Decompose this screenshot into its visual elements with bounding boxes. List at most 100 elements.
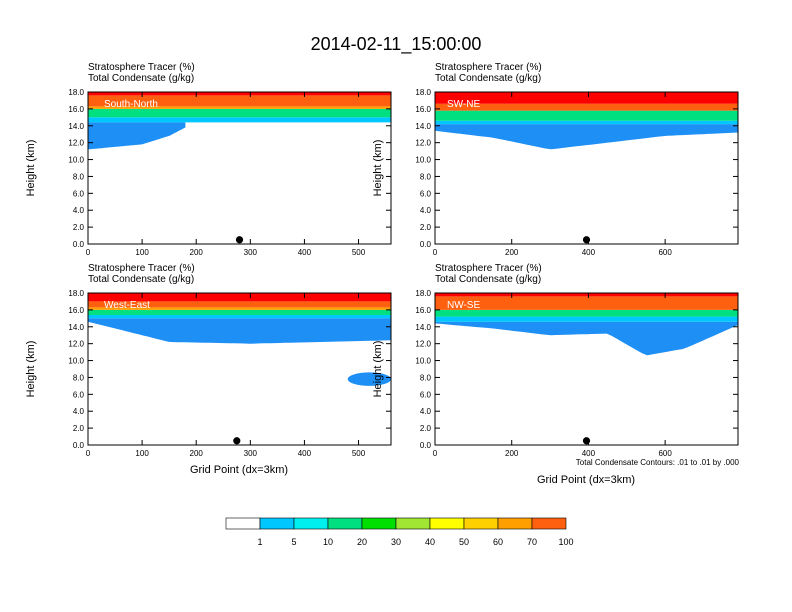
colorbar-label: 10 — [323, 537, 333, 547]
x-tick-label: 200 — [190, 248, 204, 257]
x-tick-label: 400 — [298, 449, 312, 458]
x-tick-label: 100 — [135, 248, 149, 257]
tracer-blob — [347, 372, 391, 386]
panel-title-line-1: Stratosphere Tracer (%) — [435, 62, 542, 73]
location-marker — [582, 437, 591, 445]
x-tick-label: 400 — [582, 248, 596, 257]
contour-note: Total Condensate Contours: .01 to .01 by… — [576, 458, 740, 467]
panel-title-line-1: Stratosphere Tracer (%) — [88, 263, 195, 274]
y-tick-label: 8.0 — [420, 373, 432, 382]
tracer-band-level-1 — [88, 318, 391, 344]
colorbar: 1 5 10 20 30 40 50 60 70 100 — [225, 517, 574, 547]
y-axis-label: Height (km) — [25, 341, 37, 398]
colorbar-swatch — [531, 517, 567, 530]
y-tick-label: 8.0 — [73, 172, 85, 181]
y-tick-label: 14.0 — [68, 122, 84, 131]
y-tick-label: 12.0 — [415, 340, 431, 349]
tracer-band-level-1 — [435, 124, 738, 150]
figure-title: 2014-02-11_15:00:00 — [311, 34, 482, 55]
x-tick-label: 600 — [658, 449, 672, 458]
x-tick-label: 200 — [190, 449, 204, 458]
x-tick-label: 200 — [505, 449, 519, 458]
location-marker — [235, 236, 244, 244]
x-tick-label: 0 — [433, 449, 438, 458]
plot-frame — [434, 292, 739, 446]
panel-title-line-2: Total Condensate (g/kg) — [435, 73, 541, 84]
panel-nw-se: Stratosphere Tracer (%) Total Condensate… — [372, 263, 740, 486]
panel-label: West-East — [104, 300, 150, 311]
y-tick-label: 4.0 — [420, 206, 432, 215]
y-tick-label: 8.0 — [420, 172, 432, 181]
y-tick-label: 8.0 — [73, 373, 85, 382]
y-tick-label: 10.0 — [68, 156, 84, 165]
y-tick-label: 16.0 — [415, 105, 431, 114]
tracer-band-level-11 — [435, 92, 738, 104]
colorbar-swatch — [429, 517, 465, 530]
y-tick-label: 6.0 — [420, 390, 432, 399]
colorbar-label: 50 — [459, 537, 469, 547]
y-axis-label: Height (km) — [25, 140, 37, 197]
x-tick-label: 100 — [135, 449, 149, 458]
panel-title-line-1: Stratosphere Tracer (%) — [88, 62, 195, 73]
panel-label: SW-NE — [447, 99, 480, 110]
colorbar-swatch — [293, 517, 329, 530]
y-tick-label: 4.0 — [420, 407, 432, 416]
panel-label: South-North — [104, 99, 158, 110]
colorbar-label: 20 — [357, 537, 367, 547]
tracer-band-level-4 — [88, 108, 391, 118]
colorbar-swatch — [361, 517, 397, 530]
colorbar-label: 100 — [558, 537, 573, 547]
y-tick-label: 0.0 — [420, 441, 432, 450]
y-tick-label: 10.0 — [415, 357, 431, 366]
x-tick-label: 400 — [582, 449, 596, 458]
colorbar-label: 70 — [527, 537, 537, 547]
y-tick-label: 18.0 — [415, 289, 431, 298]
colorbar-swatch — [463, 517, 499, 530]
colorbar-label: 30 — [391, 537, 401, 547]
y-tick-label: 2.0 — [73, 223, 85, 232]
y-tick-label: 0.0 — [73, 240, 85, 249]
x-axis-label: Grid Point (dx=3km) — [537, 474, 635, 486]
x-tick-label: 200 — [505, 248, 519, 257]
colorbar-swatch — [327, 517, 363, 530]
tracer-band-level-10 — [435, 296, 738, 310]
tracer-band-level-4 — [435, 110, 738, 121]
panel-sw-ne: Stratosphere Tracer (%) Total Condensate… — [372, 62, 739, 257]
panel-title-line-2: Total Condensate (g/kg) — [88, 73, 194, 84]
y-tick-label: 4.0 — [73, 206, 85, 215]
y-tick-label: 18.0 — [68, 289, 84, 298]
plot-area: 0 100 200 300 400 500 0.0 2.0 4.0 6.0 8.0 10.0 12.0 1… — [68, 289, 392, 458]
colorbar-swatch — [497, 517, 533, 530]
tracer-band-level-2 — [435, 120, 738, 125]
y-tick-label: 12.0 — [415, 139, 431, 148]
y-tick-label: 2.0 — [420, 223, 432, 232]
y-tick-label: 14.0 — [68, 323, 84, 332]
y-tick-label: 18.0 — [415, 88, 431, 97]
panel-title-line-2: Total Condensate (g/kg) — [88, 274, 194, 285]
colorbar-label: 60 — [493, 537, 503, 547]
y-tick-label: 14.0 — [415, 122, 431, 131]
location-marker — [582, 236, 591, 244]
y-tick-label: 2.0 — [73, 424, 85, 433]
x-tick-label: 0 — [86, 449, 91, 458]
colorbar-label: 40 — [425, 537, 435, 547]
plot-area: 0 200 400 600 0.0 2.0 4.0 6.0 8.0 10.0 12.0 14.0 16.… — [415, 88, 739, 257]
y-tick-label: 2.0 — [420, 424, 432, 433]
x-tick-label: 500 — [352, 449, 366, 458]
y-tick-label: 0.0 — [420, 240, 432, 249]
y-tick-label: 6.0 — [73, 390, 85, 399]
y-tick-label: 6.0 — [420, 189, 432, 198]
panel-south-north: Stratosphere Tracer (%) Total Condensate… — [25, 62, 392, 257]
plot-frame — [434, 91, 739, 245]
tracer-band-level-4 — [88, 309, 391, 315]
y-tick-label: 12.0 — [68, 340, 84, 349]
tracer-band-level-11 — [435, 293, 738, 297]
y-tick-label: 16.0 — [68, 105, 84, 114]
x-tick-label: 400 — [298, 248, 312, 257]
y-tick-label: 12.0 — [68, 139, 84, 148]
colorbar-swatch — [395, 517, 431, 530]
panel-west-east: Stratosphere Tracer (%) Total Condensate… — [25, 263, 392, 476]
plot-area: 0 200 400 600 0.0 2.0 4.0 6.0 8.0 10.0 12.0 14.0 16.… — [415, 289, 739, 458]
plot-area: 0 100 200 300 400 500 0.0 2.0 4.0 6.0 8.0 10.0 12.0 1… — [68, 88, 392, 257]
